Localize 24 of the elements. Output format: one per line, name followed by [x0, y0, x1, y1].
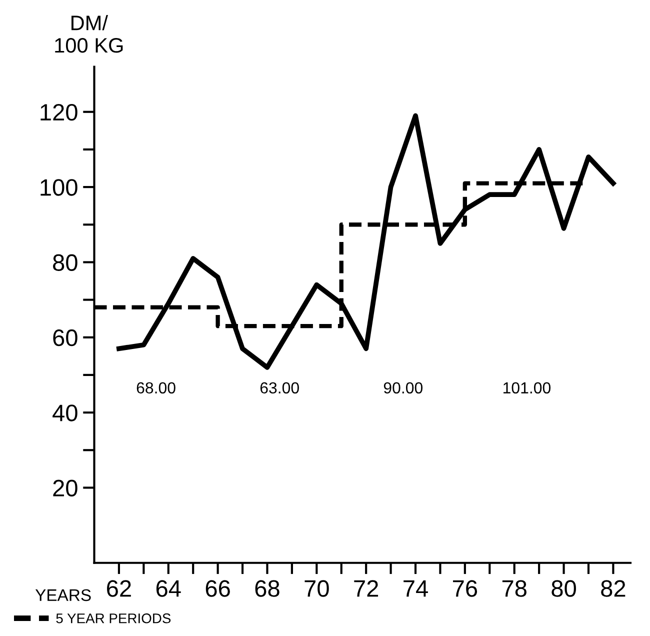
annotation: 101.00	[504, 382, 551, 394]
x-tick-label: 64	[156, 580, 181, 597]
x-tick-label: 72	[354, 580, 378, 597]
y-tick-label: 60	[53, 329, 78, 346]
annotation: 63.00	[260, 382, 299, 394]
y-tick-label: 100	[40, 179, 78, 196]
y-tick-label: 120	[40, 104, 78, 121]
x-tick-label: 78	[502, 580, 526, 597]
y-axis-title: DM/ 100 KG	[55, 15, 123, 53]
y-tick-label: 40	[52, 404, 78, 422]
x-tick-label: 66	[206, 580, 230, 597]
x-tick-label: 62	[107, 580, 131, 597]
annotation: 90.00	[384, 382, 423, 394]
y-tick-label: 20	[53, 480, 78, 496]
x-tick-label: 70	[304, 580, 329, 597]
x-tick-label: 82	[601, 580, 626, 597]
x-axis-title: YEARS	[35, 589, 91, 602]
x-tick-label: 80	[552, 580, 576, 597]
annotation: 68.00	[136, 382, 176, 394]
x-tick-label: 76	[453, 580, 478, 597]
x-tick-label: 68	[255, 580, 280, 597]
legend-label: 5 YEAR PERIODS	[56, 613, 171, 624]
y-tick-label: 80	[53, 254, 78, 271]
x-tick-label: 74	[404, 580, 428, 597]
